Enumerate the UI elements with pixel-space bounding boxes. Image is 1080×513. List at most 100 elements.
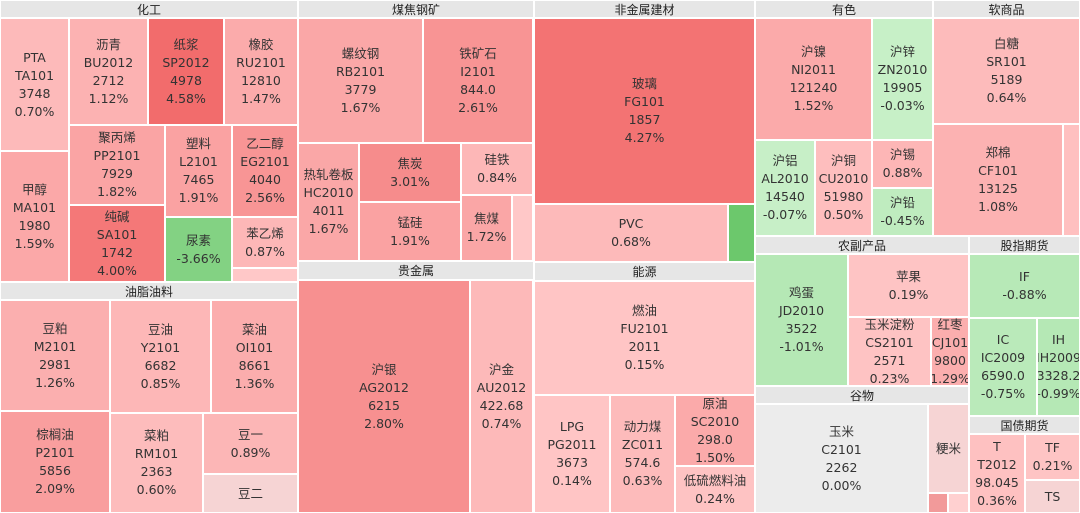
tile-price: 3779 (344, 81, 377, 97)
tile-name: 棕榈油 (36, 427, 74, 442)
small-tile (928, 493, 948, 513)
tile-price: 98.045 (975, 474, 1019, 490)
sector-header: 油脂油料 (0, 282, 298, 300)
tile: 豆一 0.89% (203, 413, 298, 474)
tile-code: I2101 (460, 63, 496, 79)
tile: PTA TA101 3748 0.70% (0, 18, 69, 151)
tile-change: 0.89% (230, 444, 271, 460)
tile: T T2012 98.045 0.36% (969, 434, 1025, 513)
tile-change: 0.64% (986, 90, 1027, 105)
tile-name: 甲醇 (21, 181, 47, 197)
tile-change: 0.50% (823, 207, 864, 222)
tile-name: 苹果 (895, 268, 921, 284)
tile-name: 菜油 (241, 321, 267, 337)
tile: 尿素 -3.66% (165, 217, 232, 282)
tile-name: 塑料 (185, 136, 211, 151)
tile-change: 1.36% (234, 375, 275, 391)
tile-price: 3673 (556, 455, 588, 470)
tile: 硅铁 0.84% (461, 143, 533, 195)
tile-price: 4040 (249, 172, 281, 187)
tile-code: SR101 (986, 54, 1027, 69)
tile-name: 尿素 (185, 232, 211, 248)
tile-change: 1.82% (97, 184, 137, 199)
tile: 沪铝 AL2010 14540 -0.07% (755, 140, 815, 236)
small-tile (512, 195, 533, 261)
tile-price: 9800 (934, 352, 966, 368)
tile-code: TA101 (14, 67, 55, 83)
tile-change: 1.26% (35, 374, 75, 390)
tile-price: 13125 (978, 181, 1018, 196)
tile-change: 1.72% (466, 229, 507, 244)
tile-name: 焦炭 (397, 155, 423, 171)
tile: 鸡蛋 JD2010 3522 -1.01% (755, 254, 848, 386)
tile-name: TS (1044, 488, 1061, 504)
tile-price: 2981 (39, 356, 71, 372)
tile-name: 沪铜 (830, 153, 856, 168)
tile-code: OI101 (235, 339, 274, 355)
tile-name: 原油 (702, 395, 728, 411)
tile-name: 玉米淀粉 (864, 317, 915, 332)
tile-code: NI2011 (791, 62, 836, 77)
tile-name: 沪锡 (889, 147, 915, 162)
tile: 纯碱 SA101 1742 4.00% (69, 205, 165, 282)
tile: 沪银 AG2012 6215 2.80% (298, 280, 470, 513)
tile: TS (1025, 480, 1080, 513)
tile: 燃油 FU2101 2011 0.15% (534, 281, 755, 395)
tile-code: T2012 (977, 456, 1017, 472)
tile-price: 574.6 (624, 455, 661, 470)
tile-name: 沪锌 (889, 44, 915, 59)
tile-change: 2.80% (364, 415, 404, 431)
tile-name: 焦煤 (473, 211, 499, 226)
tile-change: 0.84% (477, 170, 517, 185)
tile-code: ZC011 (621, 437, 664, 452)
tile-change: -0.88% (1002, 287, 1047, 302)
tile-change: 2.09% (35, 481, 75, 496)
tile-price: 8661 (238, 357, 271, 373)
tile: 橡胶 RU2101 12810 1.47% (224, 18, 298, 125)
tile-change: -0.75% (980, 386, 1026, 401)
tile-name: 豆二 (237, 485, 263, 501)
sector-header: 煤焦钢矿 (298, 0, 534, 18)
tile: 沪锡 0.88% (872, 140, 933, 188)
tile-price: 4978 (170, 72, 202, 88)
tile-name: LPG (559, 419, 585, 434)
tile: 豆二 (203, 474, 298, 513)
tile-code: RU2101 (236, 54, 286, 70)
tile: 沪金 AU2012 422.68 0.74% (470, 280, 533, 513)
tile-change: 0.19% (888, 286, 929, 302)
tile: 沪镍 NI2011 121240 1.52% (755, 18, 872, 140)
tile-price: 1742 (101, 244, 133, 260)
tile-code: AG2012 (359, 379, 409, 395)
sector-header: 有色 (755, 0, 933, 18)
tile-code: JD2010 (778, 303, 825, 318)
tile-code: CF101 (978, 163, 1018, 178)
tile: 沪铜 CU2010 51980 0.50% (815, 140, 872, 236)
tile-code: M2101 (33, 338, 77, 354)
tile-change: 4.58% (166, 90, 206, 106)
tile-code: EG2101 (240, 154, 290, 169)
tile-change: 1.67% (340, 99, 381, 115)
tile-change: 1.91% (178, 190, 219, 205)
tile: 红枣 CJ101 9800 1.29% (931, 317, 969, 386)
tile: 粳米 (928, 404, 969, 493)
tile-name: 纸浆 (173, 36, 199, 52)
tile-name: 鸡蛋 (788, 285, 814, 300)
tile-change: 0.85% (140, 375, 181, 391)
tile-code: HC2010 (303, 185, 354, 200)
tile-change: 0.14% (552, 473, 592, 488)
tile-name: PVC (618, 216, 644, 231)
tile-change: 0.88% (882, 165, 923, 180)
tile: 豆粕 M2101 2981 1.26% (0, 300, 110, 411)
tile-change: 1.91% (390, 232, 430, 248)
tile: 玉米淀粉 CS2101 2571 0.23% (848, 317, 931, 386)
tile-price: 2363 (140, 464, 173, 479)
tile-change: 0.87% (245, 243, 285, 259)
tile-name: 橡胶 (248, 36, 274, 52)
tile: 聚丙烯 PP2101 7929 1.82% (69, 125, 165, 205)
tile-change: -0.03% (880, 98, 925, 113)
tile-change: 1.52% (793, 98, 834, 113)
tile-price: 19905 (882, 80, 923, 95)
tile: 焦煤 1.72% (461, 195, 512, 261)
tile-name: 豆一 (237, 426, 263, 442)
tile-price: 2712 (92, 72, 125, 88)
